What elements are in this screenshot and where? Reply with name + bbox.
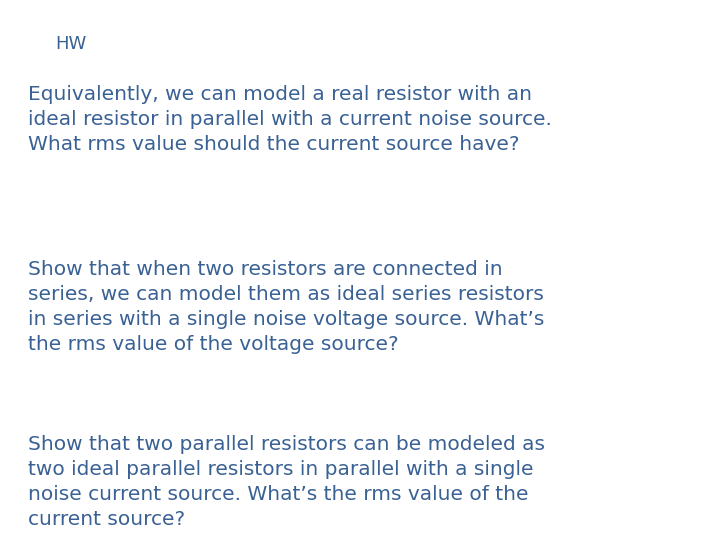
Text: Show that two parallel resistors can be modeled as
two ideal parallel resistors : Show that two parallel resistors can be …	[28, 435, 545, 529]
Text: HW: HW	[55, 35, 86, 53]
Text: Equivalently, we can model a real resistor with an
ideal resistor in parallel wi: Equivalently, we can model a real resist…	[28, 85, 552, 154]
Text: Show that when two resistors are connected in
series, we can model them as ideal: Show that when two resistors are connect…	[28, 260, 544, 354]
